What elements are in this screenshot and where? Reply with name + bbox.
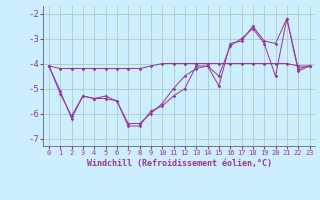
X-axis label: Windchill (Refroidissement éolien,°C): Windchill (Refroidissement éolien,°C) bbox=[87, 159, 272, 168]
